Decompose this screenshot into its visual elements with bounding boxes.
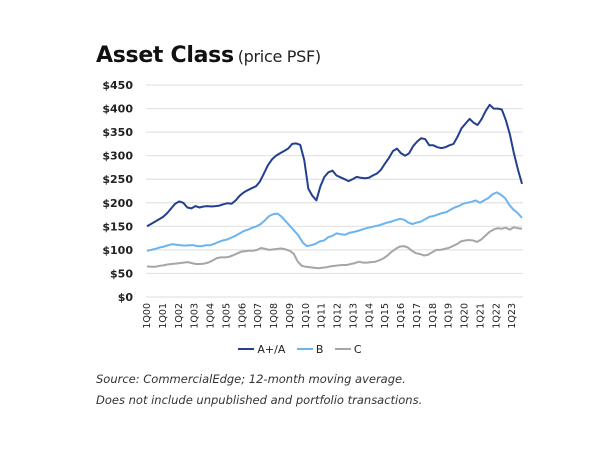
y-tick-label: $350 [102, 126, 133, 139]
y-tick-label: $150 [102, 220, 133, 233]
x-tick-label: 1Q20 [460, 303, 471, 329]
x-axis-ticks: 1Q00 1Q01 1Q02 1Q03 1Q04 1Q05 1Q06 1Q07 1Q08 1Q09… [142, 303, 518, 329]
y-tick-label: $200 [102, 197, 133, 210]
series-line-aa [146, 103, 523, 228]
x-tick-label: 1Q13 [348, 303, 359, 329]
x-tick-label: 1Q17 [412, 303, 423, 329]
x-tick-label: 1Q04 [206, 303, 217, 329]
legend-label-b: B [315, 342, 324, 356]
series-line-c [146, 226, 523, 270]
chart-title-main: Asset Class [96, 43, 234, 68]
y-axis-ticks: $0 $50 $100 $150 $200 $250 $300 $350 $400 $450 [102, 79, 133, 304]
x-tick-label: 1Q00 [142, 303, 153, 329]
series-lines [146, 103, 523, 270]
x-tick-label: 1Q23 [507, 303, 518, 329]
legend-item-a: A+/A [238, 343, 285, 356]
y-tick-label: $400 [102, 103, 133, 116]
legend-label-c: C [353, 342, 362, 356]
y-tick-label: $450 [102, 79, 133, 92]
legend-item-c: C [334, 342, 362, 356]
y-tick-label: $250 [102, 173, 133, 186]
x-tick-label: 1Q07 [253, 303, 264, 329]
x-tick-label: 1Q21 [475, 303, 486, 329]
legend: A+/A B C [0, 340, 600, 356]
x-tick-label: 1Q22 [491, 303, 502, 329]
x-tick-label: 1Q15 [380, 303, 391, 329]
x-tick-label: 1Q09 [285, 303, 296, 329]
x-tick-label: 1Q11 [317, 303, 328, 329]
disclaimer-note: Does not include unpublished and portfol… [96, 393, 423, 407]
y-tick-label: $100 [102, 244, 133, 257]
x-tick-label: 1Q10 [301, 303, 312, 329]
y-tick-label: $50 [110, 267, 133, 280]
x-tick-label: 1Q14 [364, 303, 375, 329]
x-tick-label: 1Q05 [221, 303, 232, 329]
y-tick-label: $0 [118, 291, 134, 304]
x-tick-label: 1Q08 [269, 303, 280, 329]
x-tick-label: 1Q03 [190, 303, 201, 329]
x-tick-label: 1Q18 [428, 303, 439, 329]
chart-subtitle: (price PSF) [237, 47, 321, 66]
x-tick-label: 1Q06 [237, 303, 248, 329]
y-tick-label: $300 [102, 150, 133, 163]
legend-swatch-b [296, 348, 313, 350]
legend-swatch-a [238, 348, 255, 350]
x-tick-label: 1Q12 [333, 303, 344, 329]
series-line-b [146, 191, 523, 252]
legend-swatch-c [334, 348, 351, 350]
chart-title: Asset Class (price PSF) [96, 43, 321, 68]
x-tick-label: 1Q01 [158, 303, 169, 329]
x-tick-label: 1Q19 [444, 303, 455, 329]
source-note: Source: CommercialEdge; 12-month moving … [96, 372, 406, 386]
x-tick-label: 1Q16 [396, 303, 407, 329]
legend-item-b: B [296, 342, 324, 356]
legend-label-a: A+/A [257, 342, 286, 356]
x-tick-label: 1Q02 [174, 303, 185, 329]
